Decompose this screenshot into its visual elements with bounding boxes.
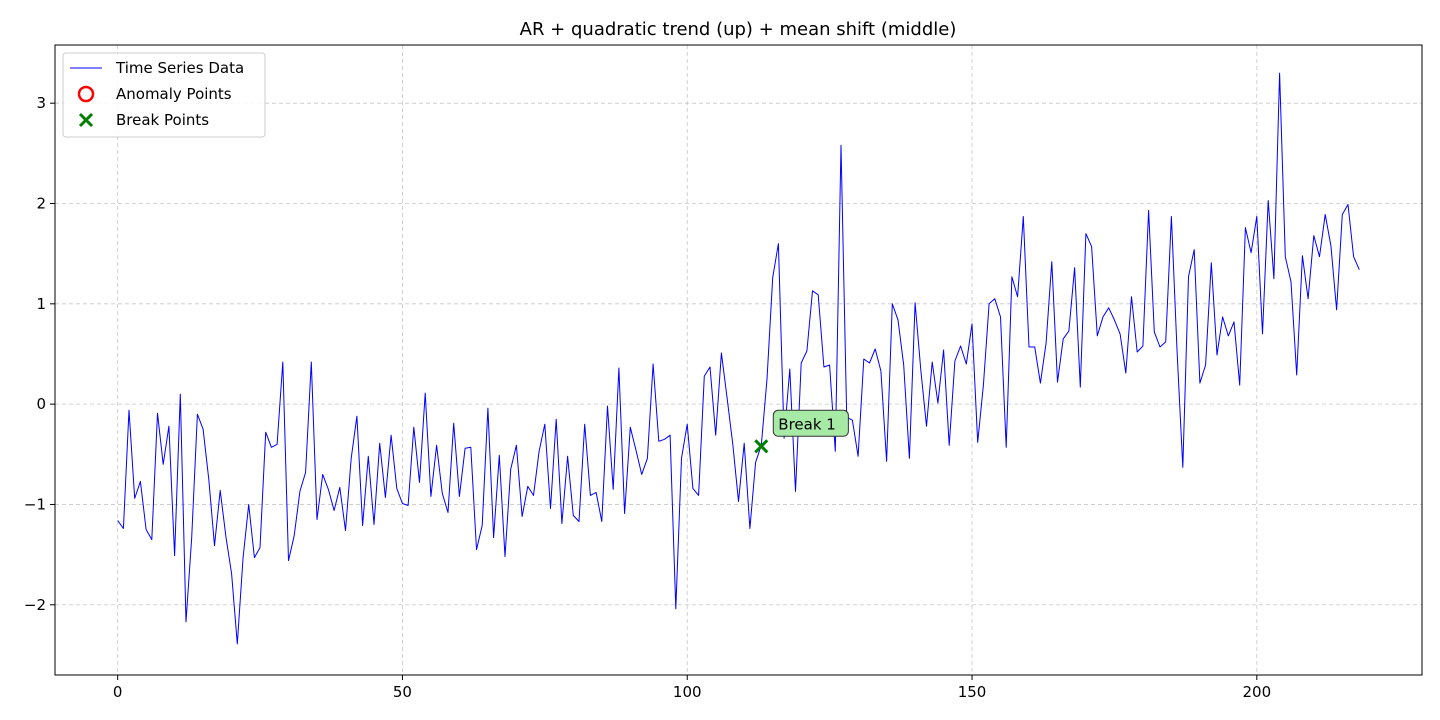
x-tick-label: 150 <box>958 683 987 701</box>
chart-title: AR + quadratic trend (up) + mean shift (… <box>520 19 957 40</box>
break-label: Break 1 <box>778 415 836 433</box>
x-axis: 0 50 100 150 200 <box>113 675 1271 701</box>
legend-circle-swatch <box>77 85 95 103</box>
plot-frame <box>54 44 1423 676</box>
y-tick-label: 3 <box>36 94 46 112</box>
y-tick-label: −2 <box>24 596 46 614</box>
legend-x-swatch <box>78 112 94 128</box>
legend: Time Series Data Anomaly Points Break Poin… <box>62 52 266 138</box>
y-tick-label: −1 <box>24 495 46 513</box>
markers-layer: Break 1 <box>754 409 849 454</box>
x-tick-label: 200 <box>1243 683 1272 701</box>
series-layer <box>117 72 1360 645</box>
legend-frame <box>62 52 266 138</box>
x-tick-label: 0 <box>113 683 123 701</box>
y-tick-label: 0 <box>36 395 46 413</box>
y-tick-label: 2 <box>36 195 46 213</box>
legend-label: Break Points <box>116 111 209 129</box>
break-point-marker <box>754 439 769 454</box>
x-tick-label: 100 <box>673 683 702 701</box>
x-tick-label: 50 <box>393 683 412 701</box>
y-tick-label: 1 <box>36 295 46 313</box>
y-axis: −2 −1 0 1 2 3 <box>24 94 55 614</box>
break-label-box <box>772 409 849 437</box>
series-line <box>117 72 1360 645</box>
legend-label: Time Series Data <box>115 59 244 77</box>
legend-label: Anomaly Points <box>116 85 232 103</box>
grid <box>55 45 1422 675</box>
